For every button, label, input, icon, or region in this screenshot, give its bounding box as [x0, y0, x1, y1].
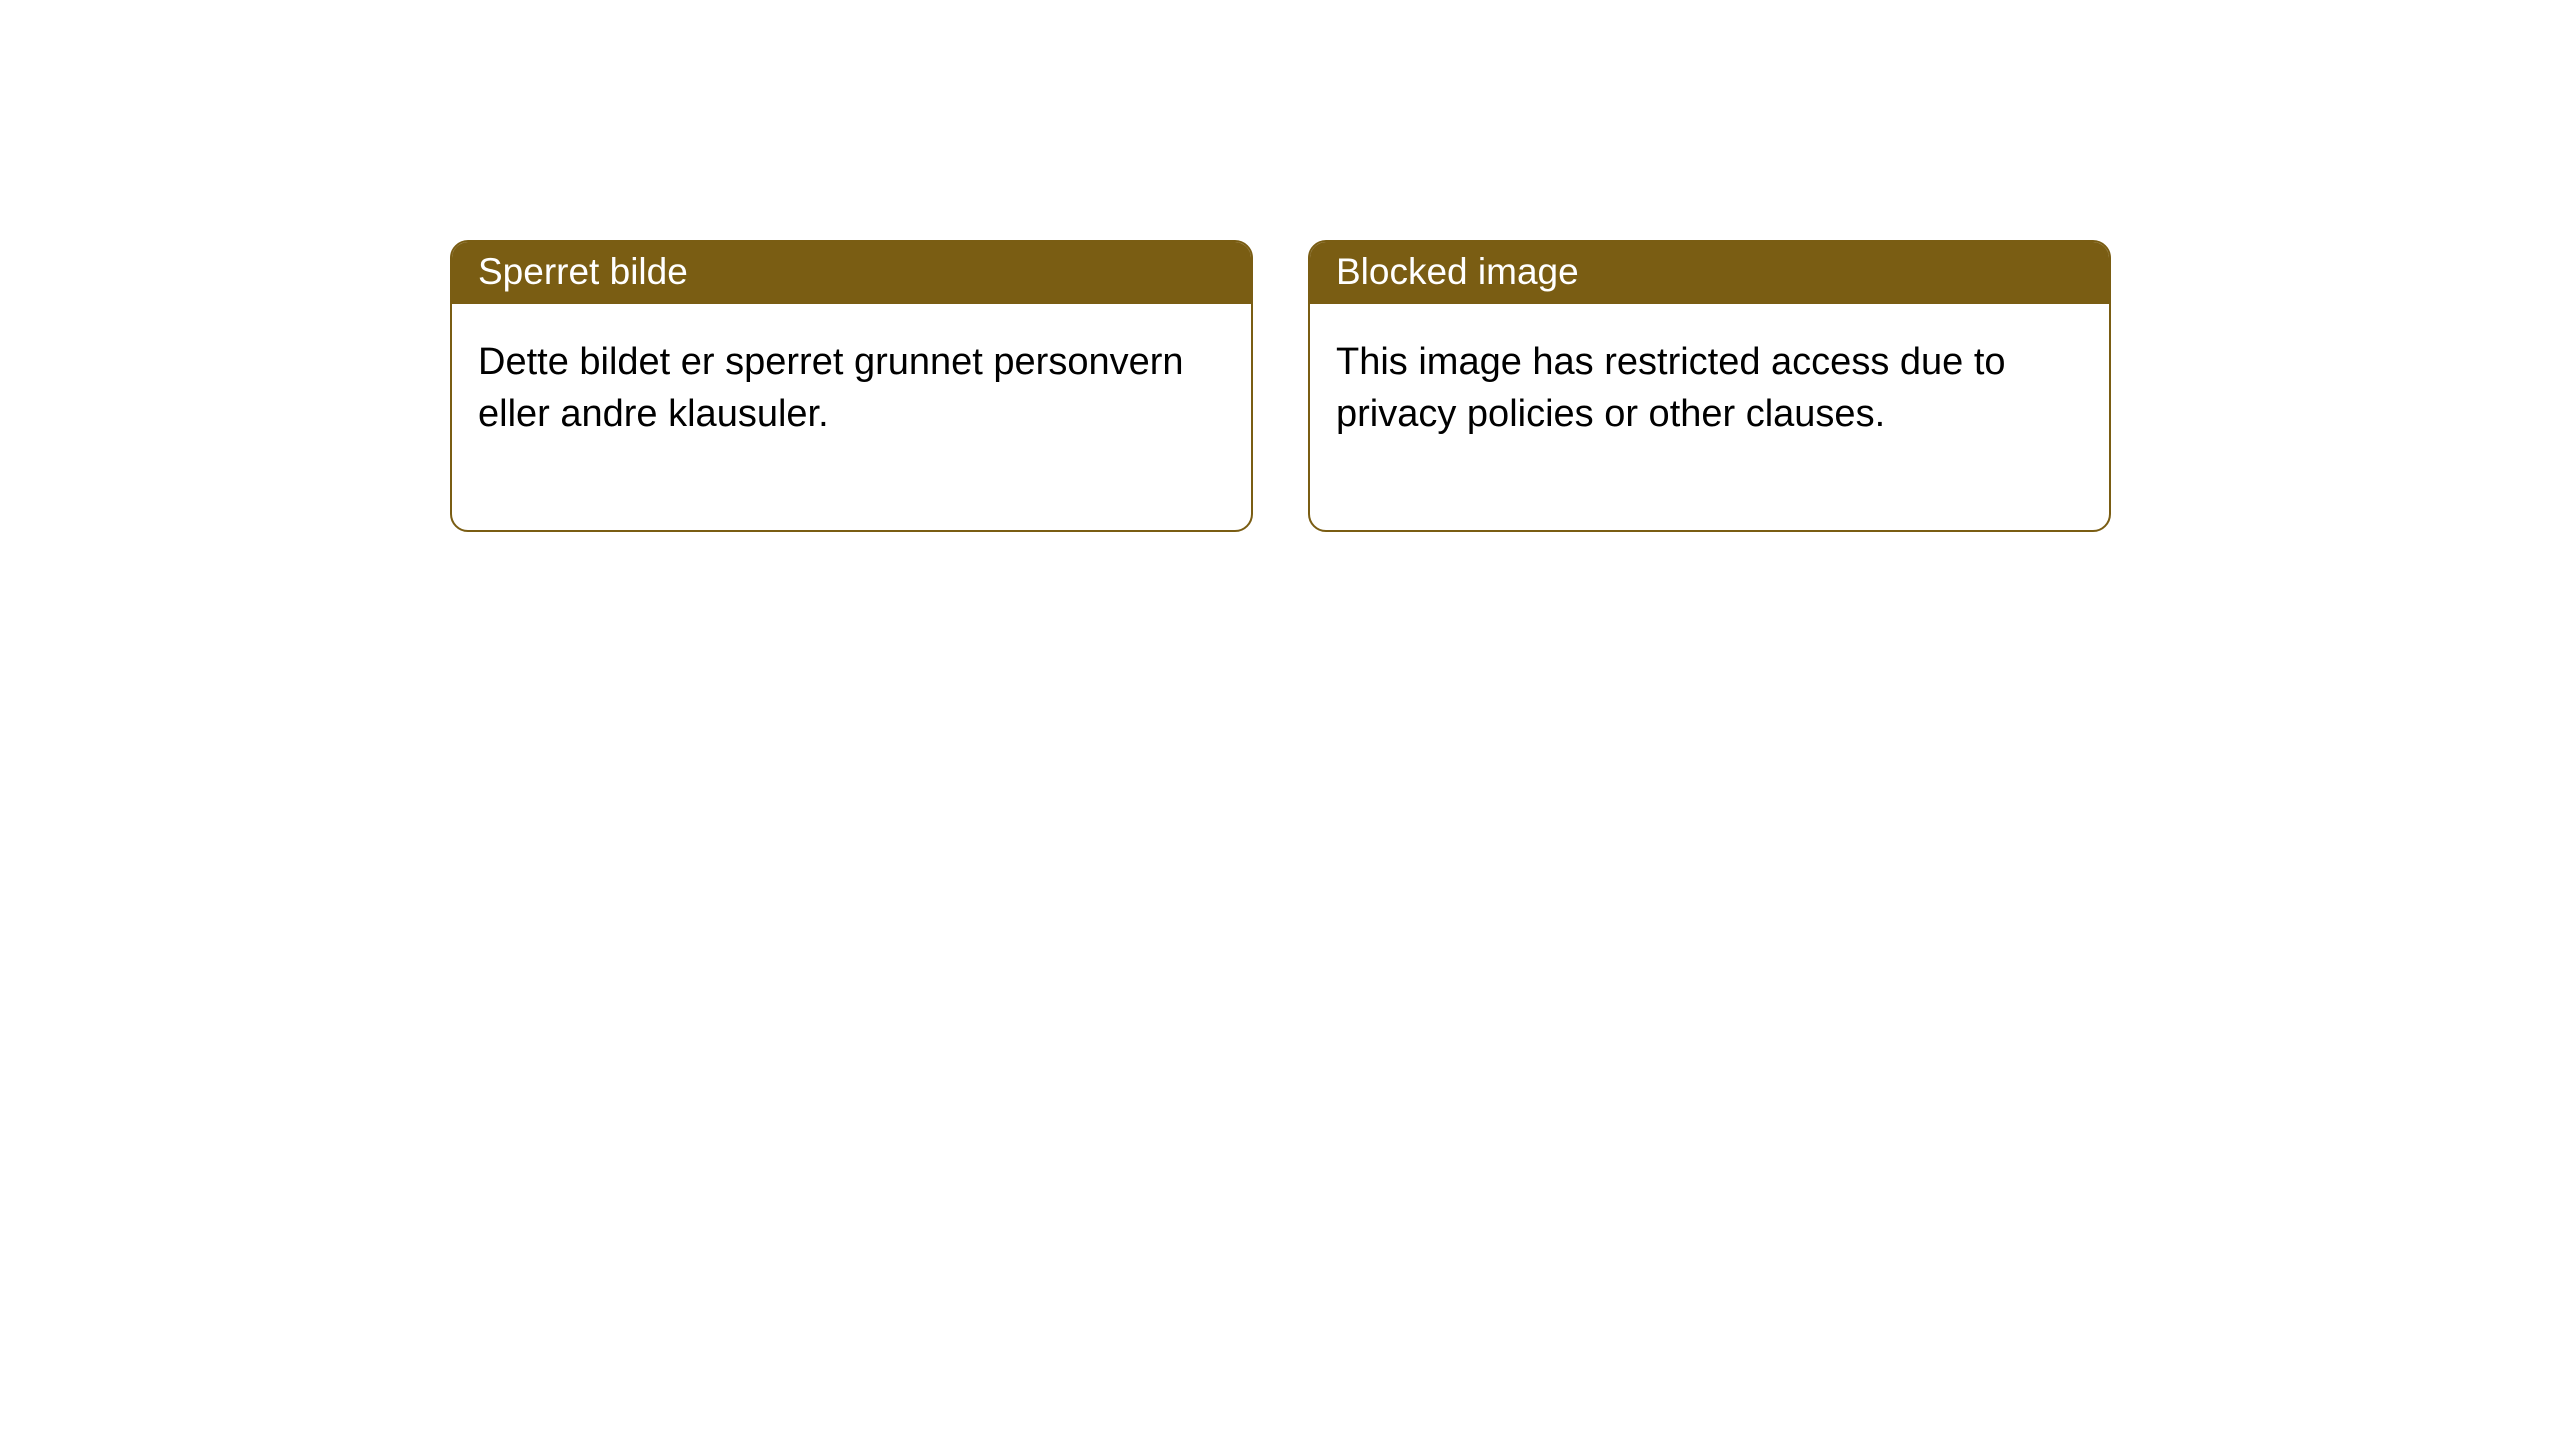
notice-card-english: Blocked image This image has restricted … [1308, 240, 2111, 532]
card-body-text: Dette bildet er sperret grunnet personve… [478, 341, 1184, 435]
card-header: Blocked image [1310, 242, 2109, 304]
notice-container: Sperret bilde Dette bildet er sperret gr… [0, 0, 2560, 532]
notice-card-norwegian: Sperret bilde Dette bildet er sperret gr… [450, 240, 1253, 532]
card-body: This image has restricted access due to … [1310, 304, 2109, 530]
card-body: Dette bildet er sperret grunnet personve… [452, 304, 1251, 530]
card-header: Sperret bilde [452, 242, 1251, 304]
card-body-text: This image has restricted access due to … [1336, 341, 2006, 435]
card-header-text: Sperret bilde [478, 251, 688, 292]
card-header-text: Blocked image [1336, 251, 1579, 292]
